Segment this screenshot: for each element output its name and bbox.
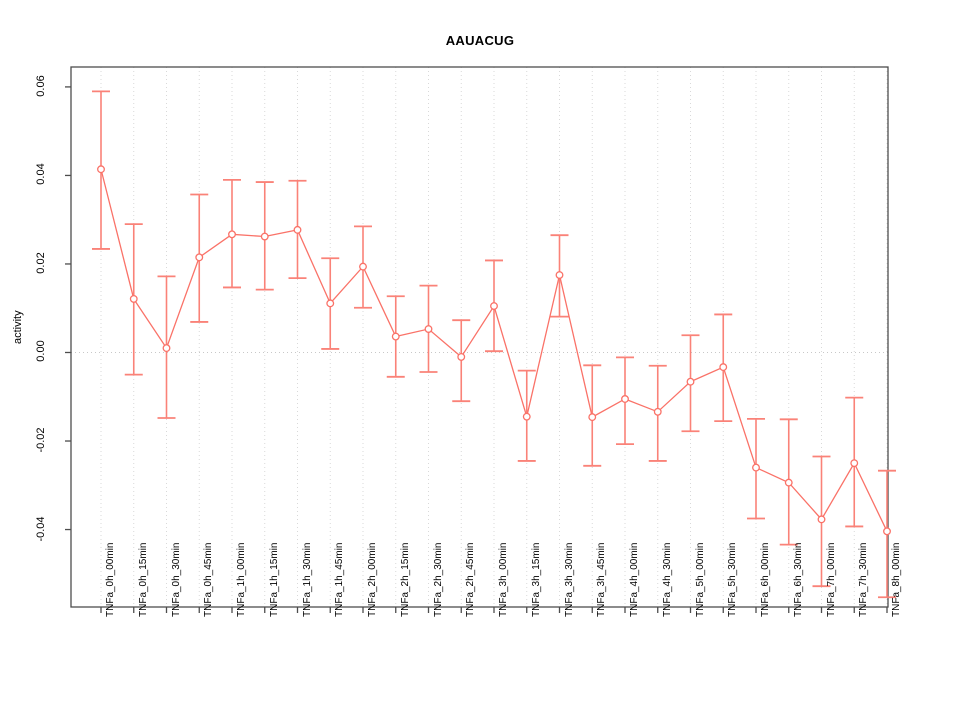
- axis-frame: [70, 66, 889, 608]
- data-point-marker: [522, 412, 531, 421]
- x-tick-label: TNFa_4h_00min: [629, 542, 640, 617]
- y-tick-label: 0.04: [35, 163, 47, 186]
- x-tick-label: TNFa_0h_30min: [170, 542, 182, 617]
- x-tick-label: TNFa_0h_00min: [105, 542, 116, 617]
- data-point-marker: [97, 165, 105, 174]
- x-tick-label: TNFa_3h_30min: [563, 542, 575, 617]
- data-point-marker: [719, 363, 728, 372]
- x-tick-label: TNFa_3h_00min: [498, 542, 509, 617]
- data-point-marker: [883, 527, 891, 536]
- data-point-marker: [621, 395, 629, 403]
- data-point-marker: [850, 459, 859, 468]
- x-tick-label: TNFa_6h_30min: [792, 542, 804, 617]
- x-tick-label: TNFa_6h_00min: [760, 542, 771, 617]
- data-points: [97, 165, 891, 536]
- x-tick-label: TNFa_7h_00min: [825, 542, 837, 617]
- x-tick-label: TNFa_8h_00min: [891, 542, 902, 617]
- x-tick-label: TNFa_2h_15min: [399, 542, 411, 617]
- data-point-marker: [588, 413, 597, 422]
- data-point-marker: [424, 325, 433, 333]
- data-point-marker: [293, 225, 302, 234]
- x-tick-label: TNFa_1h_30min: [301, 542, 313, 617]
- x-tick-label: TNFa_2h_30min: [432, 542, 444, 617]
- y-tick-label: 0.06: [35, 75, 47, 97]
- x-tick-label: TNFa_1h_45min: [334, 542, 346, 617]
- plot-frame: [70, 66, 889, 608]
- y-tick-label: 0.00: [35, 340, 47, 363]
- data-point-marker: [490, 302, 498, 310]
- y-tick-label: -0.02: [35, 427, 47, 453]
- x-tick-label: TNFa_4h_30min: [661, 542, 673, 617]
- x-tick-label: TNFa_2h_45min: [465, 542, 477, 617]
- data-point-marker: [555, 271, 564, 279]
- data-point-marker: [359, 262, 367, 271]
- x-tick-label: TNFa_7h_30min: [858, 542, 870, 617]
- x-tick-label: TNFa_2h_00min: [367, 542, 378, 617]
- data-point-marker: [817, 515, 826, 524]
- data-point-marker: [326, 299, 335, 308]
- data-point-marker: [752, 463, 760, 472]
- x-tick-label: TNFa_0h_45min: [203, 542, 215, 617]
- data-point-marker: [260, 232, 269, 241]
- x-tick-label: TNFa_0h_15min: [137, 542, 149, 617]
- x-tick-label: TNFa_5h_30min: [727, 542, 739, 617]
- data-point-marker: [686, 377, 695, 386]
- data-point-marker: [195, 253, 204, 262]
- x-tick-label: TNFa_1h_00min: [236, 542, 247, 617]
- x-tick-label: TNFa_1h_15min: [268, 542, 280, 617]
- data-point-marker: [228, 230, 236, 239]
- y-axis-title: activity: [12, 310, 24, 344]
- data-point-marker: [457, 352, 466, 361]
- y-tick-label: 0.02: [35, 252, 47, 274]
- x-tick-label: TNFa_3h_15min: [530, 542, 542, 617]
- data-point-marker: [162, 344, 171, 353]
- data-point-marker: [129, 294, 138, 303]
- data-point-marker: [784, 478, 793, 487]
- chart-title: AAUACUG: [445, 33, 515, 48]
- x-tick-label: TNFa_3h_45min: [596, 542, 608, 617]
- axis-ticks: [65, 86, 888, 613]
- data-point-marker: [653, 407, 662, 416]
- x-tick-label: TNFa_5h_00min: [694, 542, 706, 617]
- y-tick-label: -0.04: [35, 516, 47, 542]
- data-point-marker: [391, 332, 400, 341]
